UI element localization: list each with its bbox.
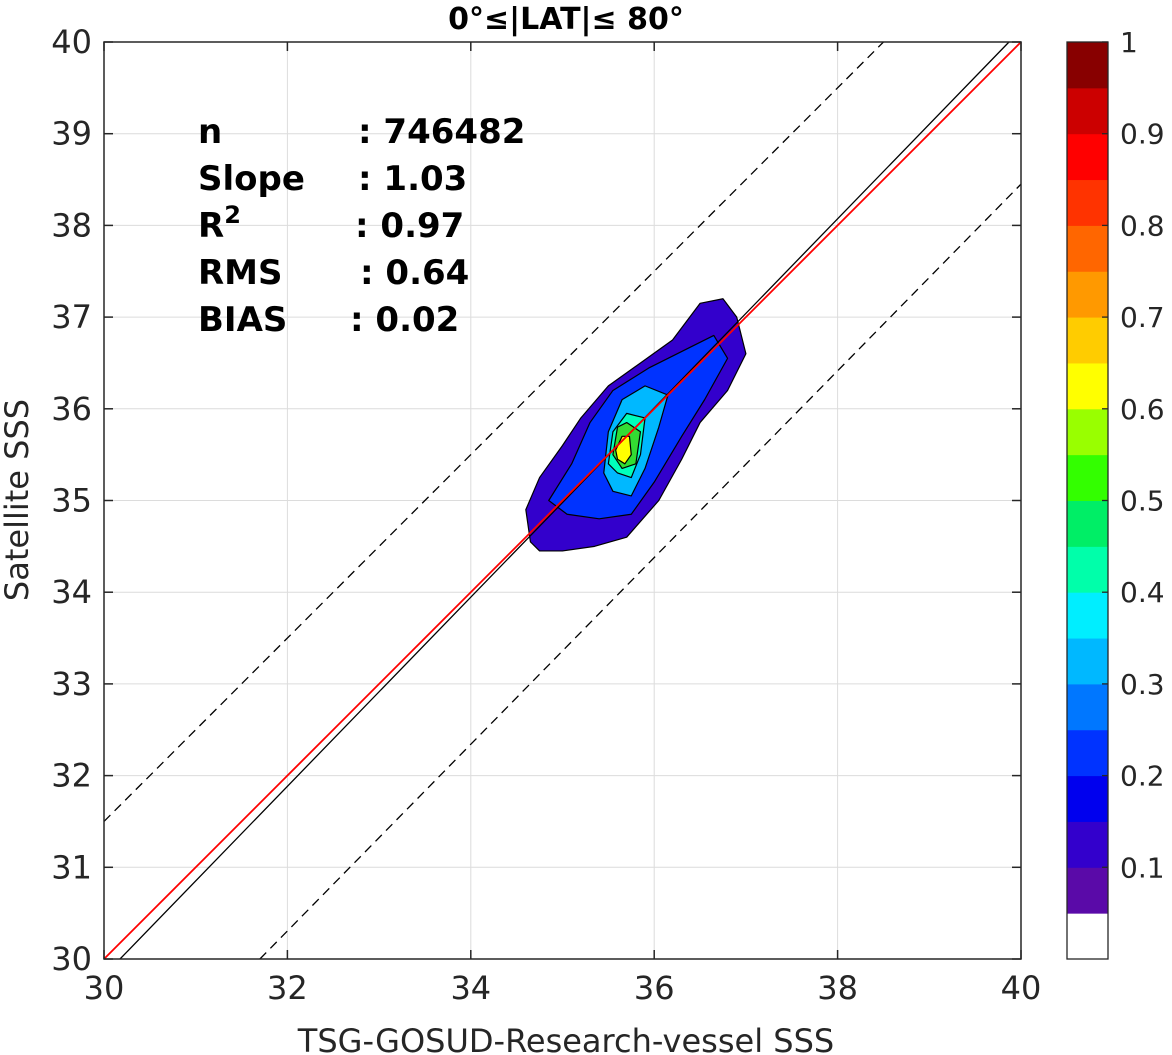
x-tick-label: 34 [450,969,491,1007]
colorbar-tick-label: 0.2 [1120,760,1165,793]
colorbar-segment [1067,638,1108,685]
stat-label: R2 [198,201,241,246]
colorbar-segment [1067,179,1108,226]
colorbar-segment [1067,546,1108,593]
colorbar-tick-label: 0.4 [1120,576,1165,609]
stat-label: RMS [198,253,283,293]
x-tick-label: 30 [84,969,125,1007]
y-tick-label: 38 [51,206,92,244]
colorbar-segment [1067,592,1108,639]
stat-value: : 0.02 [350,300,459,340]
stat-value: : 1.03 [358,159,467,199]
stat-label: Slope [198,159,305,199]
colorbar-segment [1067,317,1108,364]
x-tick-label: 36 [634,969,675,1007]
x-tick-label: 38 [817,969,858,1007]
y-tick-label: 34 [51,573,92,611]
colorbar-segment [1067,42,1108,89]
colorbar-segment [1067,87,1108,135]
colorbar-segment [1067,867,1108,914]
y-tick-label: 33 [51,665,92,703]
upper-bound-line [103,41,884,822]
stat-label: n [198,112,222,152]
colorbar-tick-label: 0.6 [1120,393,1165,426]
stat-label: BIAS [198,300,287,340]
stat-value: : 0.64 [360,253,469,293]
colorbar-segment [1067,913,1108,960]
reference-lines [103,41,1022,960]
density-contours [525,298,747,552]
axis-ticks: 30 32 34 36 38 40 30 31 32 33 34 35 36 37 38 39 40 [51,23,1041,1007]
y-tick-label: 31 [51,848,92,886]
regression-line [103,41,1022,960]
colorbar-tick-label: 0.3 [1120,668,1165,701]
colorbar-segment [1067,133,1108,181]
stats-annotation: n : 746482 Slope : 1.03 R2 : 0.97 RMS : 0.64 BIA… [198,112,525,340]
y-tick-label: 32 [51,757,92,795]
colorbar-tick-label: 0.5 [1120,485,1165,518]
colorbar-segment [1067,683,1108,731]
x-tick-label: 40 [1001,969,1042,1007]
colorbar-segment [1067,775,1108,822]
colorbar-segment [1067,454,1108,501]
colorbar-segment [1067,408,1108,456]
x-tick-label: 32 [267,969,308,1007]
colorbar-tick-label: 0.9 [1120,118,1165,151]
colorbar-tick-label: 0.1 [1120,851,1165,884]
colorbar-tick-label: 1 [1120,26,1138,59]
colorbar-segment [1067,362,1108,410]
y-axis-label: Satellite SSS [0,399,36,601]
colorbar-segment [1067,271,1108,318]
y-tick-label: 30 [51,940,92,978]
lower-bound-line [259,183,1022,960]
stat-value: : 746482 [358,112,525,152]
identity-line [119,41,1010,960]
colorbar: 0.1 0.2 0.3 0.4 0.5 0.6 0.7 0.8 0.9 1 [1066,26,1165,960]
colorbar-tick-label: 0.7 [1120,301,1165,334]
y-tick-label: 37 [51,298,92,336]
colorbar-segment [1067,729,1108,777]
colorbar-tick-label: 0.8 [1120,209,1165,242]
x-axis-label: TSG-GOSUD-Research-vessel SSS [297,1022,834,1055]
colorbar-segment [1067,500,1108,547]
colorbar-segment [1067,225,1108,272]
colorbar-segment [1067,821,1108,868]
y-tick-label: 40 [51,23,92,61]
y-tick-label: 35 [51,482,92,520]
chart-title: 0°≤|LAT|≤ 80° [448,2,684,37]
y-tick-label: 39 [51,115,92,153]
y-tick-label: 36 [51,390,92,428]
stat-value: : 0.97 [355,206,464,246]
